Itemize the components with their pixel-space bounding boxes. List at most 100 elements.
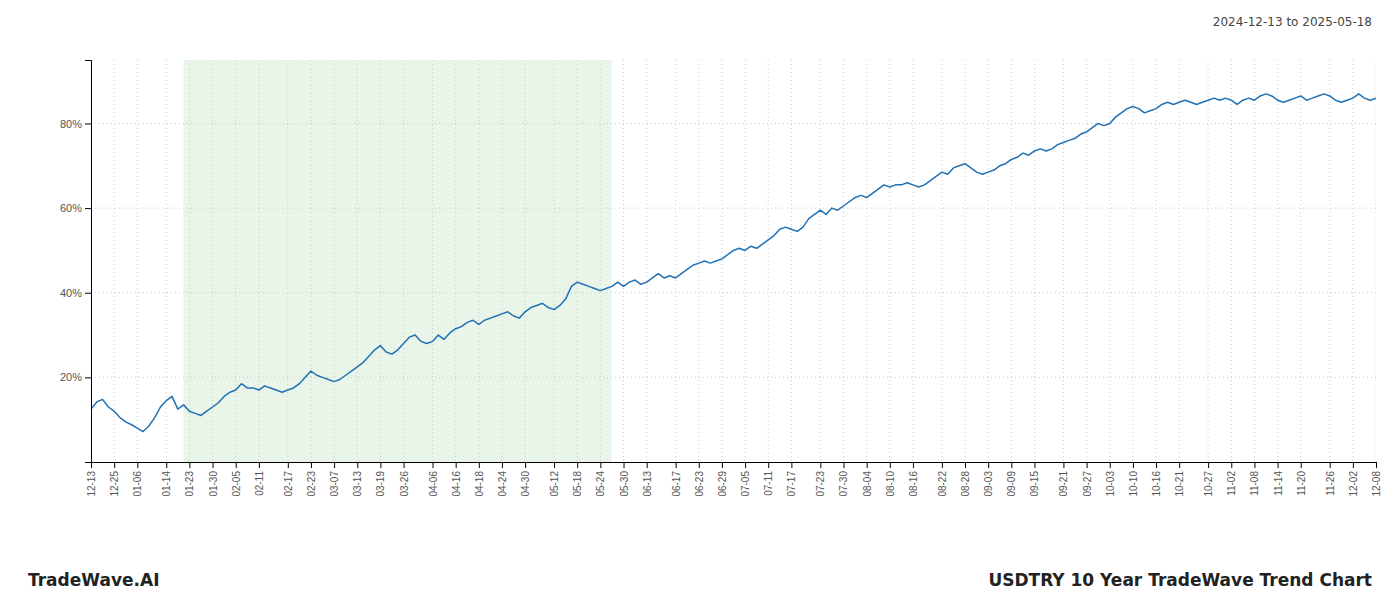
x-grid-line	[403, 60, 404, 462]
x-tick-label: 05-30	[619, 471, 630, 497]
x-tick-label: 08-22	[937, 471, 948, 497]
y-tick: 20%	[60, 371, 91, 383]
subtitle: 2024-12-13 to 2025-05-18	[1213, 15, 1372, 29]
x-tick: 02-17	[283, 462, 294, 497]
y-tick-mark	[85, 377, 91, 378]
x-grid-line	[114, 60, 115, 462]
x-tick-mark	[722, 462, 723, 468]
x-tick-mark	[334, 462, 335, 468]
plot-area	[91, 60, 1376, 462]
x-grid-line	[432, 60, 433, 462]
x-grid-line	[1179, 60, 1180, 462]
x-tick-label: 08-04	[862, 471, 873, 497]
x-tick-label: 04-06	[428, 471, 439, 497]
x-tick-mark	[890, 462, 891, 468]
x-tick-mark	[913, 462, 914, 468]
x-tick-label: 02-17	[283, 471, 294, 497]
x-tick: 08-28	[960, 462, 971, 497]
x-tick-label: 05-18	[572, 471, 583, 497]
x-grid-line	[965, 60, 966, 462]
x-tick-label: 07-17	[786, 471, 797, 497]
x-tick-mark	[820, 462, 821, 468]
x-tick: 10-27	[1203, 462, 1214, 497]
x-tick: 02-11	[254, 462, 265, 496]
x-tick-label: 08-28	[960, 471, 971, 497]
y-axis: 20%40%60%80%	[60, 61, 92, 463]
x-grid-line	[843, 60, 844, 462]
x-grid-line	[600, 60, 601, 462]
x-grid-line	[889, 60, 890, 462]
x-tick-mark	[699, 462, 700, 468]
x-tick-mark	[114, 462, 115, 468]
x-tick: 11-26	[1325, 462, 1336, 496]
y-grid-line	[91, 208, 1376, 209]
x-tick-mark	[1231, 462, 1232, 468]
x-tick: 09-09	[1006, 462, 1017, 497]
x-tick-label: 09-15	[1029, 471, 1040, 497]
x-tick-mark	[1034, 462, 1035, 468]
x-grid-line	[478, 60, 479, 462]
x-tick-mark	[1376, 462, 1377, 468]
x-tick: 09-21	[1058, 462, 1069, 497]
x-tick: 01-06	[132, 462, 143, 497]
x-tick-mark	[357, 462, 358, 468]
x-grid-line	[791, 60, 792, 462]
annotation: TradeWave.AI	[28, 570, 159, 590]
x-tick-mark	[525, 462, 526, 468]
x-axis-line	[92, 463, 1377, 469]
x-tick-mark	[867, 462, 868, 468]
x-tick-mark	[647, 462, 648, 468]
x-grid-line	[258, 60, 259, 462]
x-tick-mark	[1179, 462, 1180, 468]
x-tick-mark	[843, 462, 844, 468]
x-tick-label: 11-02	[1226, 471, 1237, 496]
chart: 12-1312-2501-0601-1401-2301-3002-0502-11…	[0, 0, 1400, 600]
line	[91, 94, 1376, 432]
grid	[91, 60, 1376, 462]
x-tick-mark	[166, 462, 167, 468]
x-grid-line	[1063, 60, 1064, 462]
x-tick: 11-14	[1273, 462, 1284, 496]
x-tick: 06-29	[717, 462, 728, 497]
x-tick: 04-18	[474, 462, 485, 497]
x-grid-line	[455, 60, 456, 462]
x-grid-line	[501, 60, 502, 462]
x-grid-line	[380, 60, 381, 462]
x-grid-line	[212, 60, 213, 462]
x-tick: 12-13	[86, 462, 97, 497]
x-tick-mark	[479, 462, 480, 468]
x-tick: 06-17	[671, 462, 682, 497]
x-grid-line	[1086, 60, 1087, 462]
x-tick: 03-19	[375, 462, 386, 497]
x-tick-label: 05-24	[595, 471, 606, 497]
x-tick: 06-23	[694, 462, 705, 497]
x-grid-line	[287, 60, 288, 462]
x-tick-mark	[137, 462, 138, 468]
x-grid-line	[189, 60, 190, 462]
x-tick-mark	[380, 462, 381, 468]
x-tick-mark	[1208, 462, 1209, 468]
x-tick: 08-04	[862, 462, 873, 497]
x-grid-line	[137, 60, 138, 462]
x-tick: 08-22	[937, 462, 948, 497]
x-tick: 08-10	[885, 462, 896, 497]
y-axis-line	[85, 61, 92, 463]
x-tick-mark	[942, 462, 943, 468]
x-tick: 05-12	[549, 462, 560, 497]
x-grid-line	[820, 60, 821, 462]
y-tick-label: 60%	[60, 202, 82, 214]
x-tick: 12-08	[1371, 462, 1382, 497]
x-tick-label: 08-16	[908, 471, 919, 497]
x-tick-label: 05-12	[549, 471, 560, 497]
shaded-region	[184, 60, 612, 462]
x-grid-line	[1231, 60, 1232, 462]
x-tick-label: 03-19	[375, 471, 386, 497]
x-grid-line	[623, 60, 624, 462]
x-grid-line	[1109, 60, 1110, 462]
x-tick-mark	[1301, 462, 1302, 468]
x-tick-label: 11-20	[1296, 471, 1307, 496]
y-grid-line	[91, 292, 1376, 293]
x-tick-mark	[311, 462, 312, 468]
x-tick-label: 07-23	[815, 471, 826, 497]
x-tick-label: 12-08	[1371, 471, 1382, 497]
